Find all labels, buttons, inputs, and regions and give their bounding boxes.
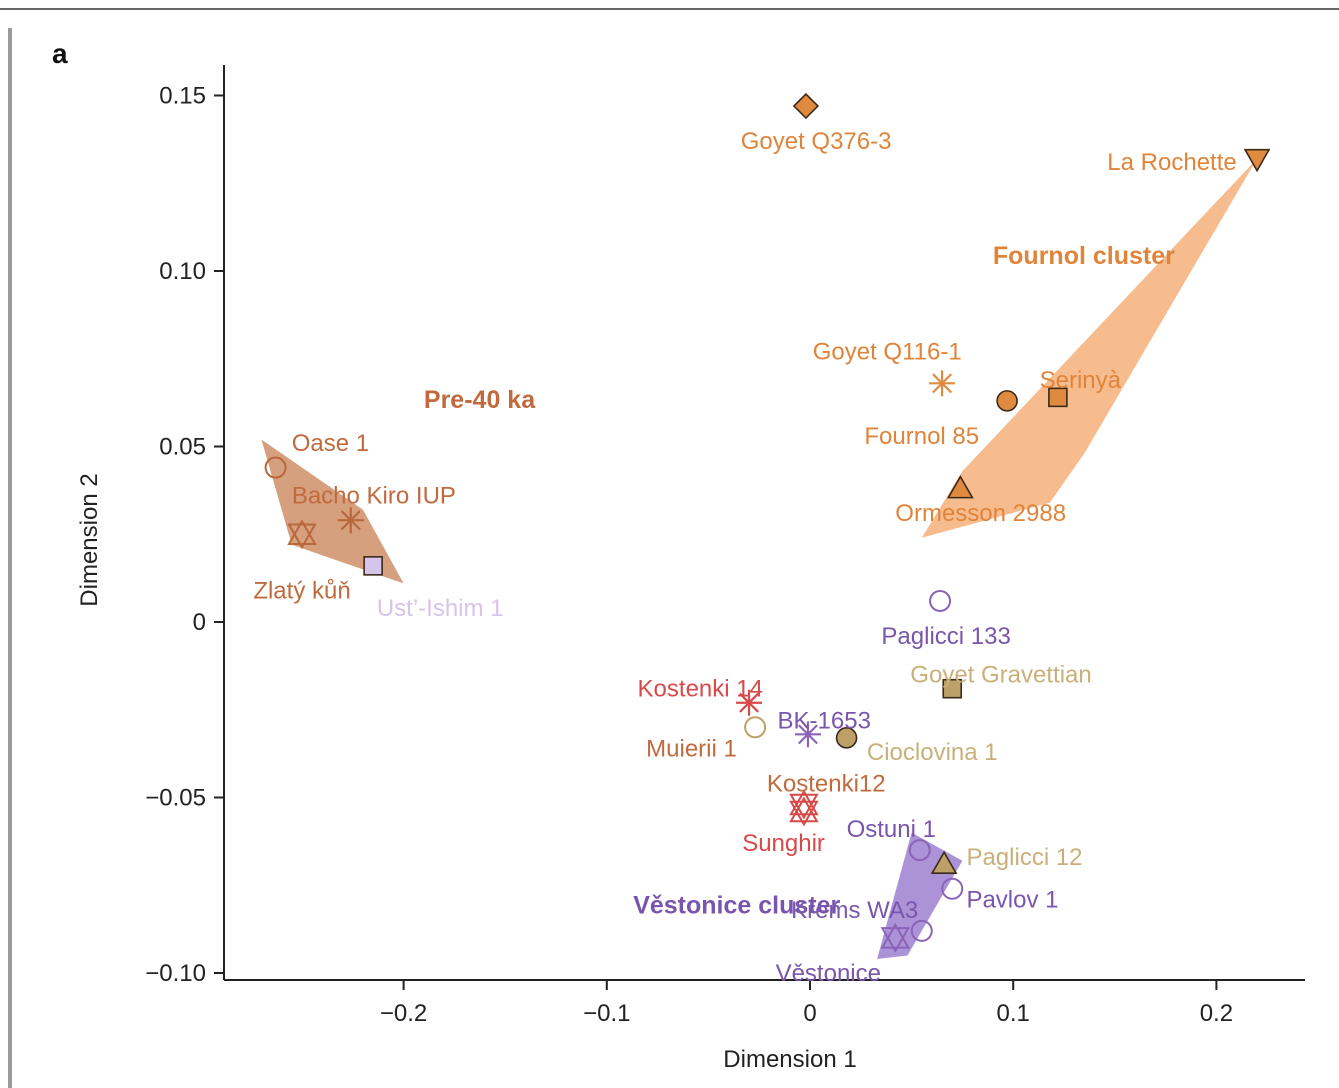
point-triangle-down-marker [1243,148,1271,173]
y-tick-label: 0.15 [159,83,206,110]
point-circle-marker [941,877,964,900]
point-square-marker [942,678,963,699]
point-circle-marker [744,716,767,739]
point-star-of-david-marker [287,519,317,550]
x-tick-label: −0.1 [583,1000,630,1027]
point-label: Muierii 1 [646,735,737,762]
point-triangle-marker [930,850,958,874]
point-circle-marker [264,456,287,479]
point-star-of-david-marker [880,922,911,953]
point-label: Sunghir [742,830,825,857]
x-tick-label: −0.2 [380,1000,427,1027]
x-axis-title: Dimension 1 [723,1046,856,1073]
point-label: Cioclovina 1 [867,739,998,766]
point-asterisk-marker [337,507,364,534]
y-tick-label: 0.05 [159,434,206,461]
cluster-label-0: Fournol cluster [993,242,1175,270]
x-tick-label: 0.2 [1200,1000,1233,1027]
point-label: Bacho Kiro IUP [292,483,456,510]
point-label: Goyet Q116-1 [813,339,962,366]
point-asterisk-marker [794,721,821,748]
point-square-marker [363,556,383,576]
point-label: Paglicci 133 [881,623,1010,650]
point-square-marker [1048,387,1068,408]
point-label: Krems WA3 [791,897,918,924]
x-tick-label: 0.1 [997,1000,1030,1027]
cluster-label-2: Věstonice cluster [633,891,840,919]
cluster-labels: Fournol cluster Pre-40 ka Věstonice cluste… [424,242,1175,919]
point-circle-marker [910,919,933,942]
point-label: Zlatý kůň [253,577,350,604]
cluster-hull-1 [261,439,404,584]
point-label: Věstonice [776,960,881,987]
point-label: Ostuni 1 [847,816,936,843]
point-label: La Rochette [1107,149,1236,176]
y-tick-label: −0.10 [145,960,206,987]
frame-top-border [0,8,1339,10]
x-tick-label: 0 [803,1000,816,1027]
point-asterisk-marker [736,689,763,716]
point-label: Ormesson 2988 [895,500,1066,527]
point-diamond-marker [792,92,820,120]
point-label: Goyet Q376-3 [741,128,892,155]
point-label: Paglicci 12 [966,844,1082,871]
point-circle-marker [929,589,952,612]
point-label: BK-1653 [778,707,871,734]
y-tick-label: −0.05 [145,785,206,812]
cluster-hull-0 [921,158,1257,538]
point-label: Goyet Gravettian [910,662,1091,689]
panel-label: a [52,38,68,69]
point-label: Kostenki 14 [638,676,763,703]
y-tick-label: 0 [193,609,206,636]
y-tick-label: 0.10 [159,258,206,285]
point-label: Fournol 85 [864,423,979,450]
point-star-of-david-marker [789,789,819,820]
point-label: Pavlov 1 [966,886,1058,913]
point-circle-marker [835,727,858,749]
frame-left-border [8,28,12,1088]
point-circle-marker [996,390,1018,412]
cluster-label-1: Pre-40 ka [424,386,536,414]
point-asterisk-marker [929,370,956,397]
axis-ticks: −0.2 −0.1 0 0.1 0.20.150.100.050−0.05−0.10 [145,83,1233,1028]
y-axis-title: Dimension 2 [76,473,103,606]
point-label: Ust’-Ishim 1 [377,595,504,622]
data-points [264,92,1271,953]
point-triangle-marker [946,475,974,499]
point-label: Kostenki12 [767,770,886,797]
point-label: Serinyà [1040,367,1122,394]
point-circle-marker [908,839,931,862]
point-star-of-david-marker [789,796,819,827]
point-label: Oase 1 [292,430,369,457]
